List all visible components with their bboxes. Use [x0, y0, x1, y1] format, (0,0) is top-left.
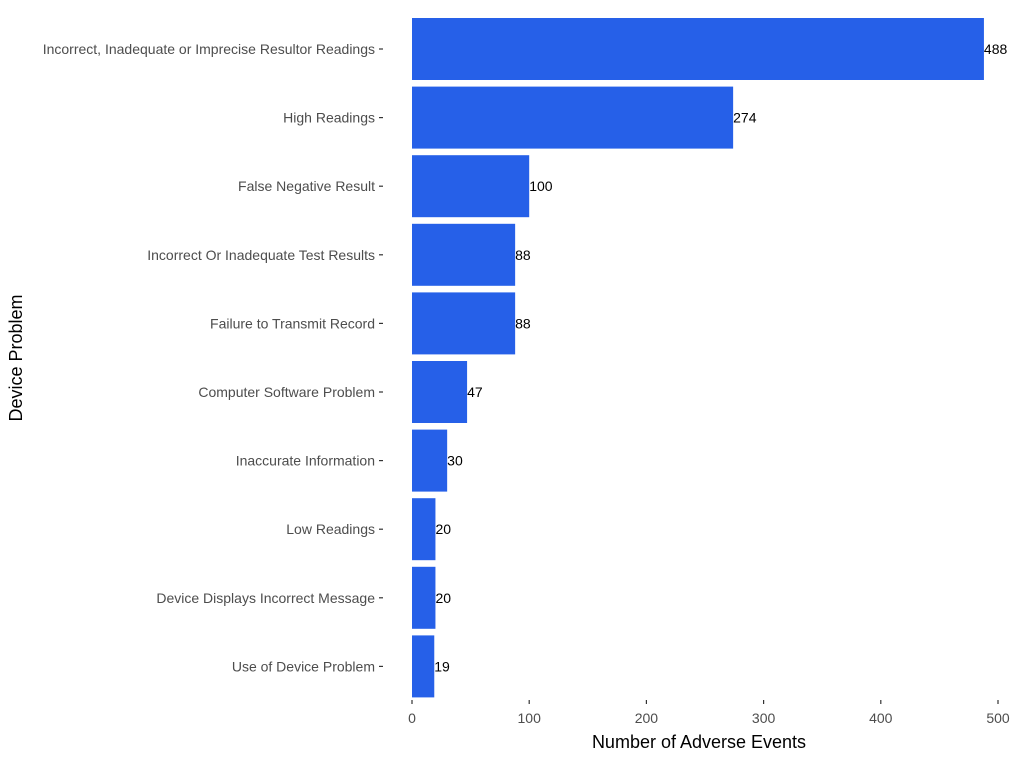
y-tick-label: Incorrect Or Inadequate Test Results [147, 247, 375, 263]
bar-value-label: 20 [435, 590, 451, 606]
x-tick-label: 100 [518, 710, 542, 726]
y-axis-title: Device Problem [6, 294, 26, 421]
bar [412, 292, 516, 355]
bar [412, 155, 530, 218]
y-tick-label: Failure to Transmit Record [210, 315, 375, 331]
x-tick-label: 0 [408, 710, 416, 726]
y-axis: Incorrect, Inadequate or Imprecise Resul… [43, 41, 383, 674]
y-tick-label: Use of Device Problem [232, 658, 375, 674]
y-tick-label: False Negative Result [238, 178, 375, 194]
bar-value-label: 488 [984, 41, 1008, 57]
y-tick-label: Low Readings [286, 521, 375, 537]
bar [412, 498, 436, 561]
y-tick-label: High Readings [283, 110, 375, 126]
x-tick-label: 200 [635, 710, 659, 726]
bars-layer: 488 274 100 88 88 47 30 20 20 19 [412, 18, 1008, 698]
bar-value-label: 47 [467, 384, 483, 400]
bar-value-label: 30 [447, 453, 463, 469]
bar-value-label: 274 [733, 110, 757, 126]
bar-value-label: 19 [434, 658, 450, 674]
bar [412, 429, 448, 492]
x-tick-label: 400 [869, 710, 893, 726]
x-tick-label: 300 [752, 710, 776, 726]
y-tick-label: Device Displays Incorrect Message [156, 590, 375, 606]
bar [412, 223, 516, 286]
x-axis-title: Number of Adverse Events [592, 732, 806, 752]
x-tick-label: 500 [986, 710, 1010, 726]
bar [412, 566, 436, 629]
bar-value-label: 88 [515, 315, 531, 331]
y-tick-label: Computer Software Problem [198, 384, 375, 400]
bar-value-label: 100 [529, 178, 553, 194]
bar [412, 635, 435, 698]
x-axis: 0 100 200 300 400 500 [408, 700, 1010, 726]
y-tick-label: Inaccurate Information [236, 453, 375, 469]
bar-value-label: 88 [515, 247, 531, 263]
bar-value-label: 20 [435, 521, 451, 537]
bar [412, 86, 734, 149]
y-tick-label: Incorrect, Inadequate or Imprecise Resul… [43, 41, 375, 57]
bar [412, 361, 468, 423]
bar [412, 18, 984, 80]
